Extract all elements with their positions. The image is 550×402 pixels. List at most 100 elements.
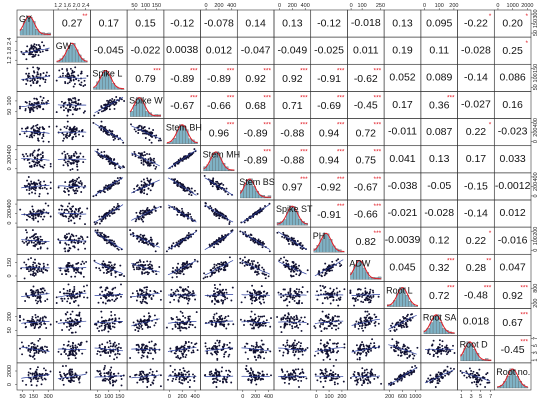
fit-line bbox=[21, 47, 50, 54]
scatter-point bbox=[32, 160, 35, 163]
scatter-point bbox=[294, 326, 296, 328]
scatter-point bbox=[49, 215, 52, 218]
scatter-point bbox=[136, 290, 138, 292]
scatter-point bbox=[244, 296, 247, 299]
scatter-point bbox=[111, 318, 114, 320]
scatter-point bbox=[33, 43, 36, 46]
scatter-point bbox=[188, 193, 191, 196]
scatter-point bbox=[65, 325, 68, 328]
scatter-point bbox=[35, 75, 38, 78]
scatter-point bbox=[58, 208, 61, 211]
significance-stars: *** bbox=[520, 284, 528, 291]
scatter-point bbox=[111, 267, 114, 270]
scatter-point bbox=[27, 72, 30, 75]
scatter-point bbox=[282, 231, 285, 234]
scatter-point bbox=[71, 331, 74, 334]
scatter-point bbox=[19, 316, 21, 319]
scatter-point bbox=[215, 264, 218, 267]
scatter-point bbox=[142, 291, 145, 294]
scatter-point bbox=[363, 316, 366, 319]
scatter-panel bbox=[93, 202, 124, 226]
scatter-point bbox=[32, 215, 35, 218]
scatter-point bbox=[183, 262, 186, 265]
scatter-point bbox=[358, 288, 360, 290]
scatter-point bbox=[174, 352, 177, 355]
scatter-point bbox=[143, 125, 146, 128]
scatter-point bbox=[73, 101, 76, 104]
scatter-point bbox=[83, 110, 86, 113]
scatter-point bbox=[142, 160, 145, 163]
scatter-point bbox=[108, 187, 111, 190]
correlation-value: -0.011 bbox=[388, 126, 417, 138]
scatter-point bbox=[324, 290, 327, 293]
scatter-point bbox=[35, 243, 38, 246]
scatter-point bbox=[109, 345, 112, 348]
scatter-point bbox=[71, 162, 73, 164]
scatter-point bbox=[108, 105, 111, 108]
scatter-point bbox=[137, 261, 140, 264]
scatter-point bbox=[75, 184, 78, 187]
scatter-point bbox=[138, 240, 141, 243]
scatter-panel bbox=[21, 176, 52, 198]
scatter-point bbox=[31, 154, 34, 157]
scatter-point bbox=[22, 318, 25, 321]
scatter-point bbox=[65, 107, 67, 110]
scatter-point bbox=[217, 291, 220, 293]
scatter-point bbox=[220, 314, 223, 317]
scatter-point bbox=[137, 320, 139, 323]
scatter-point bbox=[359, 288, 362, 291]
scatter-panel bbox=[129, 340, 161, 360]
scatter-point bbox=[64, 74, 67, 77]
scatter-point bbox=[331, 260, 334, 263]
scatter-point bbox=[220, 182, 223, 185]
scatter-point bbox=[190, 215, 193, 218]
scatter-panel bbox=[55, 66, 89, 88]
scatter-point bbox=[37, 262, 40, 265]
scatter-point bbox=[104, 213, 107, 215]
scatter-point bbox=[365, 297, 368, 300]
correlation-value: 0.36 bbox=[429, 99, 450, 111]
scatter-point bbox=[117, 138, 120, 141]
scatter-point bbox=[68, 128, 71, 131]
scatter-point bbox=[23, 261, 26, 264]
scatter-point bbox=[62, 102, 65, 105]
scatter-point bbox=[25, 240, 28, 243]
scatter-point bbox=[73, 190, 76, 192]
scatter-point bbox=[45, 71, 48, 74]
diagonal-panel-stem-mh: Stem MH bbox=[203, 150, 240, 172]
scatter-point bbox=[324, 296, 326, 299]
scatter-point bbox=[334, 315, 337, 317]
scatter-point bbox=[96, 352, 99, 355]
scatter-point bbox=[180, 326, 183, 329]
scatter-point bbox=[113, 341, 116, 344]
scatter-point bbox=[31, 214, 34, 217]
scatter-point bbox=[321, 310, 324, 313]
scatter-point bbox=[97, 112, 100, 114]
scatter-point bbox=[105, 184, 107, 187]
scatter-point bbox=[330, 327, 333, 330]
scatter-point bbox=[35, 124, 37, 127]
scatter-point bbox=[220, 261, 223, 264]
scatter-point bbox=[41, 351, 44, 353]
scatter-point bbox=[183, 326, 186, 329]
scatter-point bbox=[295, 273, 298, 276]
scatter-point bbox=[211, 299, 214, 302]
scatter-point bbox=[103, 191, 106, 194]
scatter-point bbox=[40, 102, 43, 104]
scatter-point bbox=[265, 292, 268, 295]
scatter-point bbox=[212, 317, 215, 320]
scatter-point bbox=[64, 80, 67, 83]
scatter-point bbox=[141, 216, 144, 218]
scatter-point bbox=[239, 257, 242, 260]
scatter-point bbox=[206, 347, 209, 350]
scatter-point bbox=[31, 160, 34, 163]
scatter-point bbox=[323, 287, 326, 289]
significance-stars: *** bbox=[337, 203, 345, 210]
scatter-point bbox=[224, 190, 227, 193]
scatter-point bbox=[23, 184, 26, 187]
scatter-point bbox=[103, 234, 106, 237]
scatter-point bbox=[43, 289, 46, 292]
scatter-panel bbox=[167, 148, 197, 170]
scatter-point bbox=[291, 296, 294, 299]
scatter-point bbox=[24, 107, 27, 110]
